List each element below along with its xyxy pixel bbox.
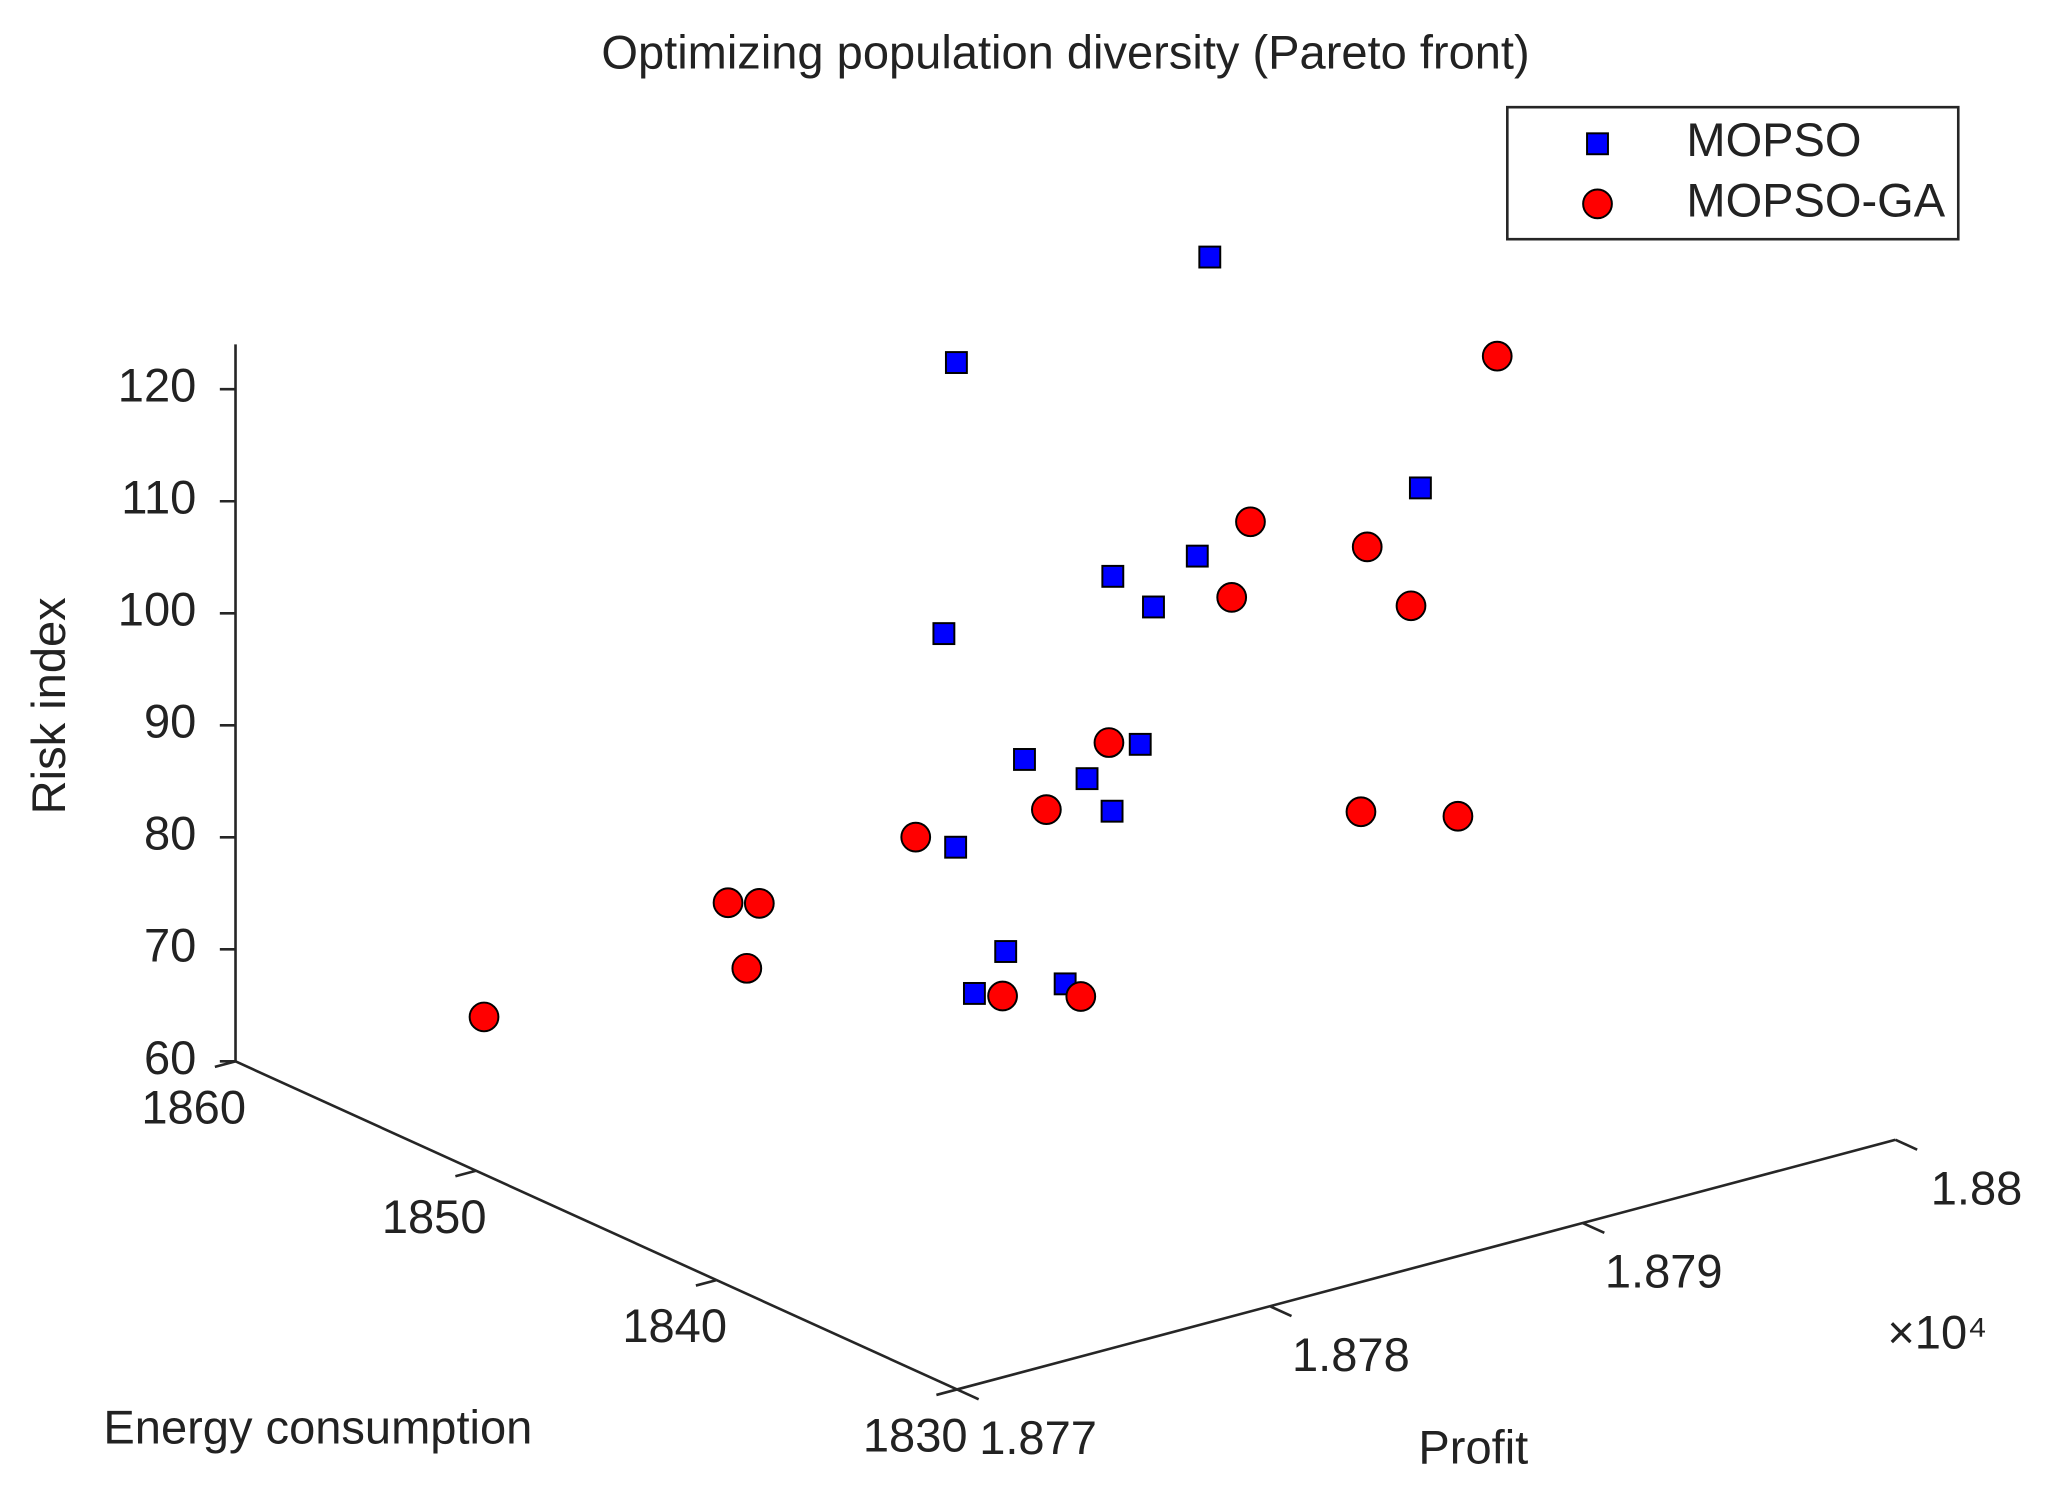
x-tick bbox=[1894, 1138, 1918, 1151]
legend-label: MOPSO-GA bbox=[1686, 173, 1945, 226]
data-point bbox=[900, 821, 932, 853]
x-tick bbox=[1582, 1221, 1605, 1235]
legend-label: MOPSO bbox=[1686, 113, 1861, 166]
y-tick-label: 1860 bbox=[141, 1080, 246, 1133]
data-point bbox=[1408, 476, 1432, 500]
y-axis-line bbox=[234, 1060, 958, 1391]
z-tick-label: 100 bbox=[118, 583, 197, 636]
data-point bbox=[1013, 748, 1036, 771]
data-point bbox=[1101, 564, 1125, 588]
data-point bbox=[932, 622, 956, 646]
y-tick bbox=[455, 1169, 477, 1178]
data-point bbox=[1185, 544, 1209, 568]
x-axis-label: Profit bbox=[1418, 1420, 1528, 1473]
x-tick-label: 1.879 bbox=[1605, 1245, 1723, 1298]
data-point bbox=[944, 835, 968, 859]
data-point bbox=[962, 982, 986, 1005]
legend-marker bbox=[1586, 132, 1609, 156]
data-point bbox=[1142, 595, 1165, 619]
data-point bbox=[1216, 582, 1248, 613]
y-tick-label: 1830 bbox=[863, 1409, 968, 1462]
z-tick-label: 80 bbox=[144, 807, 196, 860]
y-tick bbox=[936, 1388, 958, 1397]
data-point bbox=[1031, 794, 1062, 825]
z-axis-label: Risk index bbox=[22, 597, 75, 814]
y-tick bbox=[214, 1060, 236, 1069]
x-axis-line bbox=[956, 1138, 1896, 1391]
data-point bbox=[1345, 796, 1377, 828]
x-tick-label: 1.88 bbox=[1931, 1161, 2023, 1214]
y-tick bbox=[695, 1278, 717, 1287]
y-tick-label: 1850 bbox=[382, 1190, 487, 1243]
x-tick bbox=[1269, 1305, 1293, 1318]
z-tick-label: 60 bbox=[144, 1031, 196, 1084]
data-point bbox=[1351, 531, 1383, 563]
data-point bbox=[944, 351, 968, 374]
data-point bbox=[994, 940, 1018, 963]
z-tick-label: 70 bbox=[144, 919, 196, 972]
data-point bbox=[1075, 767, 1099, 791]
data-point bbox=[731, 952, 763, 984]
data-point bbox=[468, 1001, 500, 1033]
data-point bbox=[1235, 506, 1266, 538]
chart-title: Optimizing population diversity (Pareto … bbox=[601, 26, 1529, 79]
y-axis-label: Energy consumption bbox=[103, 1401, 532, 1454]
legend-marker bbox=[1582, 188, 1613, 220]
y-tick-label: 1840 bbox=[622, 1299, 727, 1352]
data-point bbox=[1065, 981, 1097, 1012]
data-point bbox=[1198, 245, 1222, 269]
data-point bbox=[1481, 340, 1513, 372]
data-point bbox=[712, 887, 744, 919]
legend-box bbox=[1506, 105, 1960, 241]
x-exponent-label: ×10⁴ bbox=[1887, 1305, 1987, 1358]
z-tick-label: 90 bbox=[144, 695, 196, 748]
data-point bbox=[1442, 800, 1474, 832]
z-tick-label: 110 bbox=[121, 471, 196, 524]
data-point bbox=[1100, 799, 1124, 823]
data-point bbox=[1128, 732, 1152, 756]
data-point bbox=[1395, 590, 1427, 622]
data-point bbox=[1093, 727, 1125, 758]
data-point bbox=[743, 888, 775, 919]
x-tick bbox=[956, 1388, 980, 1401]
z-tick-label: 120 bbox=[118, 359, 197, 412]
x-tick-label: 1.877 bbox=[979, 1411, 1097, 1464]
data-point bbox=[987, 980, 1018, 1012]
x-tick-label: 1.878 bbox=[1292, 1328, 1410, 1381]
